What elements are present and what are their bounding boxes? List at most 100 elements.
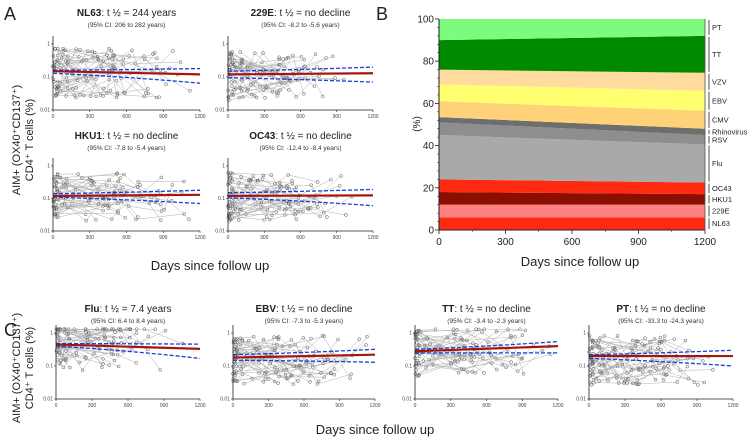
data-point (606, 378, 610, 383)
data-point (53, 179, 57, 184)
title-half-life: : t ½ = no decline (629, 304, 706, 315)
panel-b-xlabel: Days since follow up (521, 254, 640, 269)
data-point (264, 370, 268, 374)
data-point (76, 172, 80, 176)
data-point (711, 368, 715, 372)
data-point (188, 88, 192, 93)
panel-label-a: A (4, 4, 16, 24)
data-point (109, 217, 114, 222)
data-point (55, 348, 59, 352)
ylabel-line2: CD4⁺ T cells (%) (24, 327, 36, 409)
data-point (60, 185, 64, 189)
data-point (116, 327, 121, 331)
data-point (96, 202, 101, 206)
subject-trajectory (595, 356, 690, 381)
title-half-life: : t ½ = no decline (102, 131, 179, 142)
title-antigen: EBV (255, 304, 276, 315)
subject-trajectory (235, 336, 367, 374)
subject-trajectory (599, 365, 618, 373)
data-points (51, 171, 191, 223)
subject-trajectory (589, 368, 689, 380)
subject-trajectory (419, 334, 456, 346)
data-point (261, 173, 266, 178)
data-point (249, 92, 254, 97)
subject-trajectory (236, 338, 315, 382)
data-point (286, 376, 290, 381)
y-tick-label: 40 (423, 141, 435, 152)
data-point (61, 46, 65, 51)
data-point (100, 365, 104, 370)
panel-c-ylabel: AIM+ (OX40⁺CD137⁺) CD4⁺ T cells (%) (11, 313, 36, 423)
x-tick-label: 600 (657, 403, 666, 409)
data-point (237, 207, 242, 212)
subject-trajectory (66, 59, 161, 97)
area-nl63 (439, 217, 705, 230)
subject-trajectory (228, 189, 346, 216)
data-point (365, 335, 369, 339)
data-point (280, 344, 285, 349)
data-point (155, 56, 159, 61)
data-point (591, 377, 596, 382)
ylabel-line2: CD4⁺ T cells (%) (24, 99, 36, 181)
subject-trajectory (56, 66, 157, 98)
data-point (291, 382, 296, 386)
data-point (489, 353, 493, 357)
x-tick-label: 900 (333, 114, 342, 120)
data-point (234, 379, 239, 383)
data-point (413, 372, 418, 376)
data-point (153, 51, 157, 55)
data-point (101, 94, 105, 98)
data-point (55, 89, 59, 93)
subject-trajectory (416, 329, 512, 347)
data-point (272, 379, 277, 384)
data-point (451, 330, 456, 335)
data-point (521, 372, 526, 376)
data-point (343, 358, 348, 362)
area-229e (439, 204, 705, 218)
subject-trajectory (228, 216, 265, 221)
data-point (318, 214, 322, 219)
x-tick-label: 1200 (727, 403, 738, 409)
data-point (651, 365, 655, 369)
data-point (320, 333, 325, 338)
subject-trajectory (228, 195, 337, 218)
data-point (590, 369, 594, 374)
data-point (424, 366, 428, 370)
subject-trajectory (419, 328, 436, 331)
ci-upper-line (588, 349, 734, 356)
subject-trajectory (229, 52, 287, 78)
ylabel-line1: AIM+ (OX40⁺CD137⁺) (11, 313, 23, 423)
area-cmv (439, 101, 705, 129)
data-point (242, 381, 246, 386)
title-half-life: : t ½ = 7.4 years (100, 304, 172, 315)
area-rsv (439, 122, 705, 145)
data-point (95, 54, 100, 59)
title-half-life: : t ½ = no decline (276, 304, 353, 315)
y-tick-label: 1 (227, 331, 230, 337)
data-point (273, 346, 277, 350)
data-point (226, 204, 231, 208)
area-flu (439, 135, 705, 183)
data-point (274, 90, 279, 94)
data-point (61, 53, 65, 57)
data-point (254, 347, 259, 351)
data-point (594, 344, 599, 348)
x-tick-label: 900 (335, 403, 344, 409)
data-point (520, 333, 525, 337)
data-point (455, 328, 459, 332)
y-tick-label: 80 (423, 57, 435, 68)
data-point (99, 64, 104, 68)
data-point (482, 371, 486, 375)
data-point (278, 63, 282, 67)
data-point (84, 330, 88, 334)
data-point (231, 93, 236, 97)
data-point (134, 331, 139, 335)
data-point (289, 338, 294, 342)
data-point (635, 378, 640, 382)
data-point (59, 56, 64, 60)
y-tick-label: 20 (423, 183, 435, 194)
data-point (316, 205, 320, 210)
data-point (473, 370, 477, 375)
data-point (659, 340, 664, 344)
